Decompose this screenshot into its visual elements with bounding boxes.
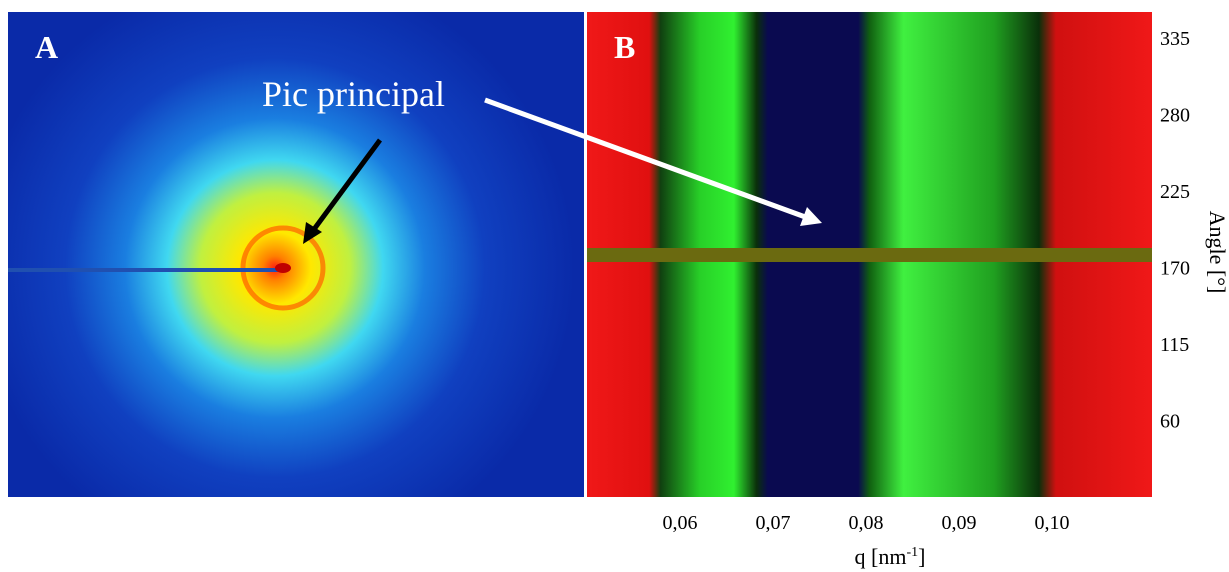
title-part: ] <box>918 544 925 569</box>
panel-label: B <box>614 29 635 65</box>
x-tick-label: 0,06 <box>663 512 698 534</box>
center <box>275 263 291 273</box>
panel-label: A <box>35 29 58 65</box>
x-axis-title: q [nm-1] <box>855 544 926 569</box>
annotation: Pic principal <box>262 74 445 114</box>
arrow-white <box>484 97 809 221</box>
x-tick-label: 0,09 <box>942 512 977 534</box>
title-part: q [nm <box>855 544 907 569</box>
y-ticks: 335 280 225 170 115 60 <box>1160 28 1190 433</box>
arrow-black <box>309 138 383 234</box>
x-tick-label: 0,07 <box>756 512 791 534</box>
arrowhead <box>303 222 322 244</box>
y-tick-label: 225 <box>1160 181 1190 203</box>
y-tick-label: 115 <box>1160 334 1189 356</box>
x-tick-label: 0,10 <box>1035 512 1070 534</box>
y-tick-label: 60 <box>1160 411 1180 433</box>
arrowhead <box>800 207 822 226</box>
title-sup: -1 <box>906 545 918 560</box>
diffraction-image <box>8 12 584 497</box>
y-axis-title: Angle [°] <box>1205 211 1229 294</box>
x-ticks: 0,06 0,07 0,08 0,09 0,10 <box>663 512 1070 534</box>
y-tick-label: 280 <box>1160 105 1190 127</box>
gap-band <box>587 248 1152 262</box>
x-tick-label: 0,08 <box>849 512 884 534</box>
y-tick-label: 170 <box>1160 258 1190 280</box>
y-tick-label: 335 <box>1160 28 1190 50</box>
